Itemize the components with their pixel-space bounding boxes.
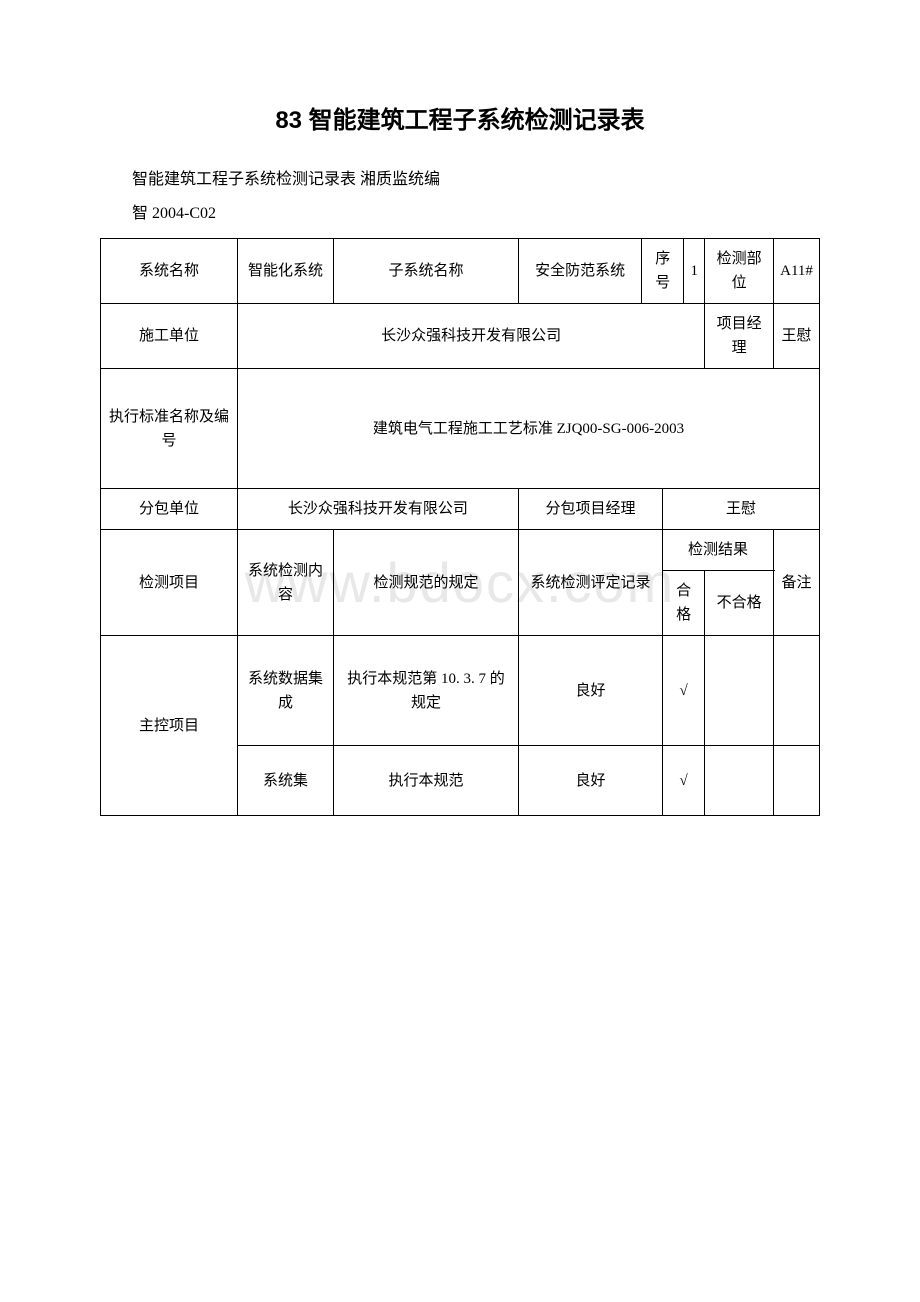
cell-spec: 执行本规范 <box>334 746 519 816</box>
value-standard: 建筑电气工程施工工艺标准 ZJQ00-SG-006-2003 <box>237 369 819 489</box>
label-subcontractor: 分包单位 <box>101 489 238 530</box>
table-row: 执行标准名称及编号 建筑电气工程施工工艺标准 ZJQ00-SG-006-2003 <box>101 369 820 489</box>
label-seq: 序号 <box>642 239 684 304</box>
table-row: 系统名称 智能化系统 子系统名称 安全防范系统 序号 1 检测部位 A11# <box>101 239 820 304</box>
cell-note <box>774 746 820 816</box>
table-header-row: 检测项目 系统检测内容 检测规范的规定 系统检测评定记录 检测结果 备注 <box>101 530 820 571</box>
header-fail: 不合格 <box>705 571 774 636</box>
header-note: 备注 <box>774 530 820 636</box>
value-contractor: 长沙众强科技开发有限公司 <box>237 304 704 369</box>
value-seq: 1 <box>684 239 705 304</box>
cell-spec: 执行本规范第 10. 3. 7 的规定 <box>334 636 519 746</box>
cell-content: 系统数据集成 <box>237 636 333 746</box>
cell-fail <box>705 636 774 746</box>
label-standard: 执行标准名称及编号 <box>101 369 238 489</box>
label-subsystem: 子系统名称 <box>334 239 519 304</box>
document-code: 智 2004-C02 <box>100 199 820 223</box>
cell-pass: √ <box>663 746 705 816</box>
header-project: 检测项目 <box>101 530 238 636</box>
value-sub-manager: 王慰 <box>663 489 820 530</box>
cell-content: 系统集 <box>237 746 333 816</box>
header-pass: 合格 <box>663 571 705 636</box>
label-manager: 项目经理 <box>705 304 774 369</box>
header-content: 系统检测内容 <box>237 530 333 636</box>
table-row: 分包单位 长沙众强科技开发有限公司 分包项目经理 王慰 <box>101 489 820 530</box>
value-position: A11# <box>774 239 820 304</box>
label-sub-manager: 分包项目经理 <box>518 489 662 530</box>
table-row: 施工单位 长沙众强科技开发有限公司 项目经理 王慰 <box>101 304 820 369</box>
value-manager: 王慰 <box>774 304 820 369</box>
inspection-table: 系统名称 智能化系统 子系统名称 安全防范系统 序号 1 检测部位 A11# 施… <box>100 238 820 816</box>
value-subcontractor: 长沙众强科技开发有限公司 <box>237 489 518 530</box>
subtitle: 智能建筑工程子系统检测记录表 湘质监统编 <box>100 165 820 189</box>
page-title: 83 智能建筑工程子系统检测记录表 <box>100 100 820 135</box>
table-row: 主控项目 系统数据集成 执行本规范第 10. 3. 7 的规定 良好 √ <box>101 636 820 746</box>
group-label: 主控项目 <box>101 636 238 816</box>
cell-fail <box>705 746 774 816</box>
cell-pass: √ <box>663 636 705 746</box>
cell-record: 良好 <box>518 636 662 746</box>
header-spec: 检测规范的规定 <box>334 530 519 636</box>
label-contractor: 施工单位 <box>101 304 238 369</box>
cell-note <box>774 636 820 746</box>
header-record: 系统检测评定记录 <box>518 530 662 636</box>
header-result: 检测结果 <box>663 530 774 571</box>
value-system-name: 智能化系统 <box>237 239 333 304</box>
label-position: 检测部位 <box>705 239 774 304</box>
label-system-name: 系统名称 <box>101 239 238 304</box>
value-subsystem: 安全防范系统 <box>518 239 641 304</box>
cell-record: 良好 <box>518 746 662 816</box>
